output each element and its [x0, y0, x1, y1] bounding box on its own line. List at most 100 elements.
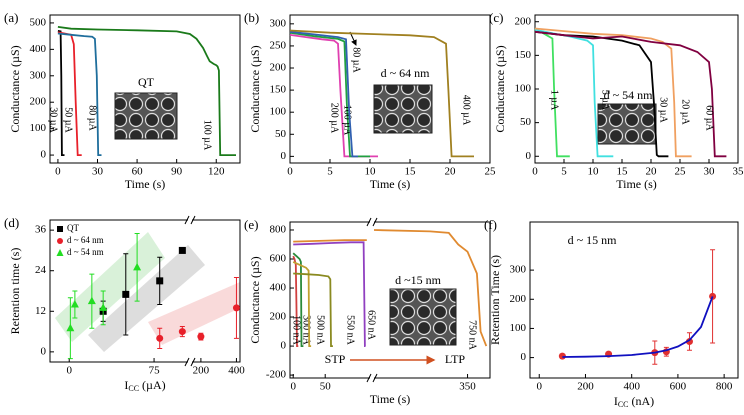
- series-label: 80 µA: [351, 47, 362, 73]
- panel-label: (f): [484, 217, 497, 232]
- y-axis-label: Conductance (µS): [8, 45, 22, 132]
- annotation: d ~ 15 nm: [568, 233, 617, 247]
- x-tick-label: 20: [646, 166, 658, 178]
- series-label: 400 µA: [461, 95, 472, 126]
- x-tick-label: 5: [327, 166, 333, 178]
- data-point: [156, 334, 164, 342]
- series-label: 1 µA: [549, 90, 560, 111]
- data-point: [178, 246, 186, 254]
- axis-break-gap: [370, 219, 374, 225]
- x-tick-label: 15: [617, 166, 629, 178]
- x-tick-label: 0: [290, 381, 296, 393]
- y-tick-label: 400: [30, 43, 47, 55]
- y-tick-label: 36: [35, 224, 47, 236]
- plot-frame: [529, 221, 739, 379]
- y-tick-label: 50: [275, 128, 287, 140]
- conductance-line: [293, 229, 488, 347]
- x-tick-label: 120: [208, 166, 225, 178]
- x-tick-label: 200: [577, 381, 594, 393]
- x-axis-label: Time (s): [125, 177, 166, 191]
- x-label-sub: CC: [128, 384, 139, 393]
- series-label: 200 µA: [329, 103, 340, 134]
- sem-inset: [373, 84, 433, 134]
- series-label: 550 nA: [345, 315, 356, 346]
- axis-break-gap: [188, 359, 192, 365]
- conductance-line: [534, 30, 727, 158]
- conductance-line: [292, 261, 312, 347]
- x-tick-label: 0: [536, 381, 542, 393]
- plot-frame: [289, 221, 491, 379]
- y-tick-label: 0: [281, 340, 287, 352]
- x-tick-label: 10: [588, 166, 600, 178]
- data-point: [156, 277, 164, 285]
- conductance-line: [292, 252, 304, 347]
- conductance-line: [534, 30, 669, 158]
- x-tick-label: 90: [171, 166, 183, 178]
- axis-break-gap: [188, 217, 192, 223]
- x-tick-label: 50: [320, 381, 332, 393]
- x-axis-label: Time (s): [370, 392, 411, 406]
- y-tick-label: 100: [30, 122, 47, 134]
- conductance-line: [293, 272, 333, 347]
- series-label: 100 nA: [291, 315, 302, 346]
- y-tick-label: 12: [35, 305, 46, 317]
- x-tick-label: 0: [55, 166, 61, 178]
- fit-line: [562, 296, 714, 358]
- y-tick-label: 150: [270, 84, 287, 96]
- y-tick-label: 300: [30, 69, 47, 81]
- series-label: 80 µA: [87, 105, 98, 131]
- conductance-line: [289, 30, 358, 158]
- panel-label: (a): [4, 10, 18, 25]
- axis-break-gap: [370, 375, 374, 381]
- x-tick-label: 10: [365, 166, 377, 178]
- annotation: QT: [138, 75, 155, 89]
- panel-label: (e): [244, 217, 258, 232]
- legend-label: QT: [67, 223, 79, 233]
- annotation: d ~ 54 nm: [604, 88, 653, 102]
- y-tick-label: 400: [270, 282, 287, 294]
- series-label: 300 nA: [301, 315, 312, 346]
- x-tick-label: 20: [445, 166, 457, 178]
- axis-break: [366, 373, 378, 383]
- x-tick-label: 25: [675, 166, 687, 178]
- y-tick-label: 200: [270, 62, 287, 74]
- y-tick-label: 200: [30, 96, 47, 108]
- y-tick-label: 250: [270, 39, 287, 51]
- y-axis-label: Conductance (µS): [493, 45, 507, 132]
- x-tick-label: 60: [132, 166, 144, 178]
- x-label-sub: CC: [618, 400, 629, 409]
- x-tick-label: 350: [459, 381, 476, 393]
- x-axis-label: ICC (nA): [614, 394, 654, 409]
- x-label-unit: (µA): [139, 378, 166, 392]
- data-point: [66, 323, 75, 332]
- sem-inset: [389, 288, 457, 346]
- data-point: [87, 296, 96, 305]
- x-tick-label: 25: [485, 166, 497, 178]
- y-axis-label: Retention Time (s): [488, 255, 502, 345]
- y-tick-label: 100: [270, 106, 287, 118]
- y-tick-label: 100: [515, 83, 532, 95]
- annotation: d ~ 64 nm: [381, 66, 430, 80]
- data-point: [178, 328, 186, 336]
- x-tick-label: 800: [716, 381, 733, 393]
- x-tick-label: 0: [66, 365, 72, 377]
- legend-marker: [57, 238, 63, 244]
- y-tick-label: 0: [526, 150, 532, 162]
- y-tick-label: 24: [35, 264, 47, 276]
- series-label: 750 nA: [467, 320, 478, 351]
- x-tick-label: 75: [149, 365, 161, 377]
- y-tick-label: 0: [41, 149, 47, 161]
- plot-frame: [49, 219, 241, 363]
- sem-inset: [597, 103, 657, 145]
- conductance-line: [57, 32, 102, 156]
- legend-marker: [57, 226, 63, 232]
- y-tick-label: 200: [515, 15, 532, 27]
- x-axis-label: Time (s): [616, 177, 657, 191]
- x-tick-label: 400: [623, 381, 640, 393]
- panel-label: (c): [489, 10, 503, 25]
- y-tick-label: 100: [510, 322, 527, 334]
- series-label: 500 nA: [315, 315, 326, 346]
- y-axis-label: Conductance (µS): [248, 256, 262, 343]
- axis-break: [184, 215, 196, 225]
- x-tick-label: 0: [532, 166, 538, 178]
